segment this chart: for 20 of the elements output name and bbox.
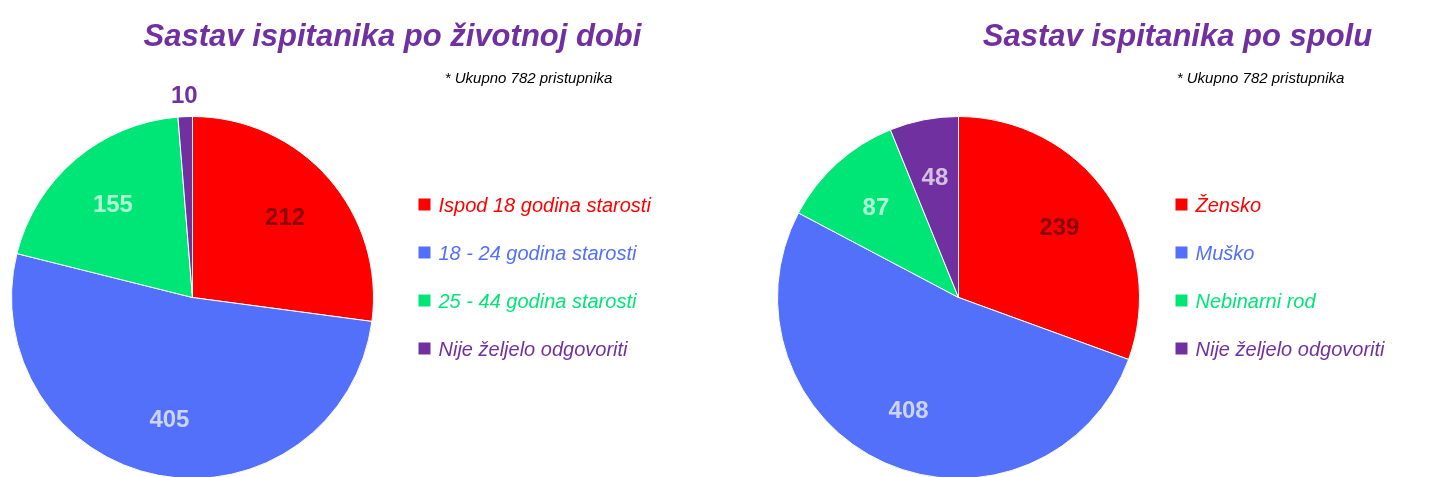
text: * Ukupno 782 pristupnika bbox=[1176, 69, 1345, 86]
chart-title: Sastav ispitanika po spolu bbox=[982, 18, 1373, 53]
legend-label: 18 - 24 godina starosti bbox=[438, 241, 637, 264]
legend-label: Muško bbox=[1195, 241, 1255, 264]
legend-label: Nebinarni rod bbox=[1195, 289, 1317, 312]
data-label: 408 bbox=[888, 396, 929, 424]
data-label: 212 bbox=[265, 202, 306, 230]
data-label: 155 bbox=[92, 190, 133, 218]
data-label: 405 bbox=[149, 404, 190, 432]
data-label: 10 bbox=[171, 81, 198, 109]
legend-label: Žensko bbox=[1194, 193, 1262, 216]
legend-label: Nije željelo odgovoriti bbox=[1195, 337, 1386, 360]
text: * Ukupno 782 pristupnika bbox=[444, 69, 613, 86]
legend-label: Nije željelo odgovoriti bbox=[438, 337, 629, 360]
data-label: 87 bbox=[862, 192, 890, 220]
data-label: 239 bbox=[1039, 213, 1080, 241]
legend-label: Ispod 18 godina starosti bbox=[438, 193, 652, 216]
data-label: 48 bbox=[921, 163, 949, 191]
chart-title: Sastav ispitanika po životnoj dobi bbox=[143, 18, 643, 53]
legend-label: 25 - 44 godina starosti bbox=[437, 289, 637, 312]
